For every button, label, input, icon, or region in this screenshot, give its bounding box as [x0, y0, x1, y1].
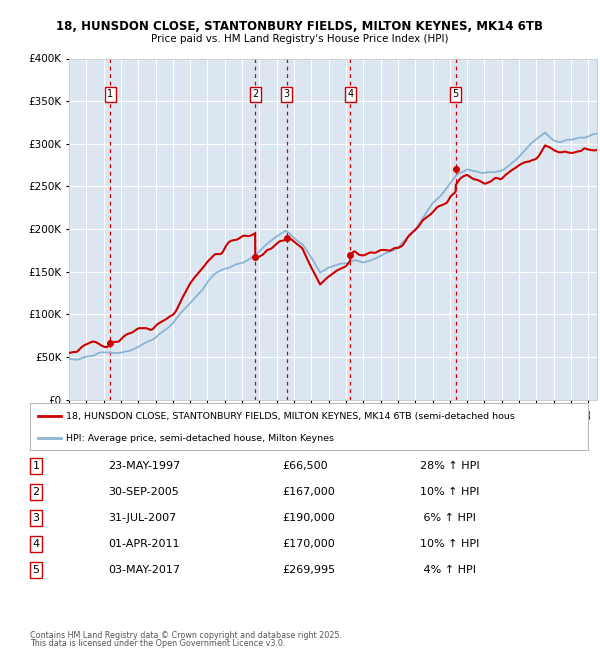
Text: 5: 5	[452, 89, 459, 99]
Text: 18, HUNSDON CLOSE, STANTONBURY FIELDS, MILTON KEYNES, MK14 6TB: 18, HUNSDON CLOSE, STANTONBURY FIELDS, M…	[56, 20, 544, 32]
Text: 10% ↑ HPI: 10% ↑ HPI	[420, 487, 479, 497]
Text: 01-APR-2011: 01-APR-2011	[108, 539, 179, 549]
Text: 3: 3	[32, 513, 40, 523]
Text: 23-MAY-1997: 23-MAY-1997	[108, 461, 180, 471]
Text: 1: 1	[32, 461, 40, 471]
Text: 3: 3	[284, 89, 290, 99]
Text: £269,995: £269,995	[282, 565, 335, 575]
Text: £170,000: £170,000	[282, 539, 335, 549]
Text: This data is licensed under the Open Government Licence v3.0.: This data is licensed under the Open Gov…	[30, 639, 286, 648]
Text: 4: 4	[32, 539, 40, 549]
Text: 2: 2	[32, 487, 40, 497]
Text: 10% ↑ HPI: 10% ↑ HPI	[420, 539, 479, 549]
Text: £66,500: £66,500	[282, 461, 328, 471]
Text: 31-JUL-2007: 31-JUL-2007	[108, 513, 176, 523]
Text: 4: 4	[347, 89, 353, 99]
Text: £190,000: £190,000	[282, 513, 335, 523]
Text: Contains HM Land Registry data © Crown copyright and database right 2025.: Contains HM Land Registry data © Crown c…	[30, 631, 342, 640]
Text: 5: 5	[32, 565, 40, 575]
Text: 30-SEP-2005: 30-SEP-2005	[108, 487, 179, 497]
Text: 1: 1	[107, 89, 113, 99]
Text: 6% ↑ HPI: 6% ↑ HPI	[420, 513, 476, 523]
Text: 18, HUNSDON CLOSE, STANTONBURY FIELDS, MILTON KEYNES, MK14 6TB (semi-detached ho: 18, HUNSDON CLOSE, STANTONBURY FIELDS, M…	[66, 411, 515, 421]
Text: 2: 2	[252, 89, 258, 99]
Text: Price paid vs. HM Land Registry's House Price Index (HPI): Price paid vs. HM Land Registry's House …	[151, 34, 449, 44]
Text: 03-MAY-2017: 03-MAY-2017	[108, 565, 180, 575]
Text: 28% ↑ HPI: 28% ↑ HPI	[420, 461, 479, 471]
Text: 4% ↑ HPI: 4% ↑ HPI	[420, 565, 476, 575]
Text: HPI: Average price, semi-detached house, Milton Keynes: HPI: Average price, semi-detached house,…	[66, 434, 334, 443]
Text: £167,000: £167,000	[282, 487, 335, 497]
